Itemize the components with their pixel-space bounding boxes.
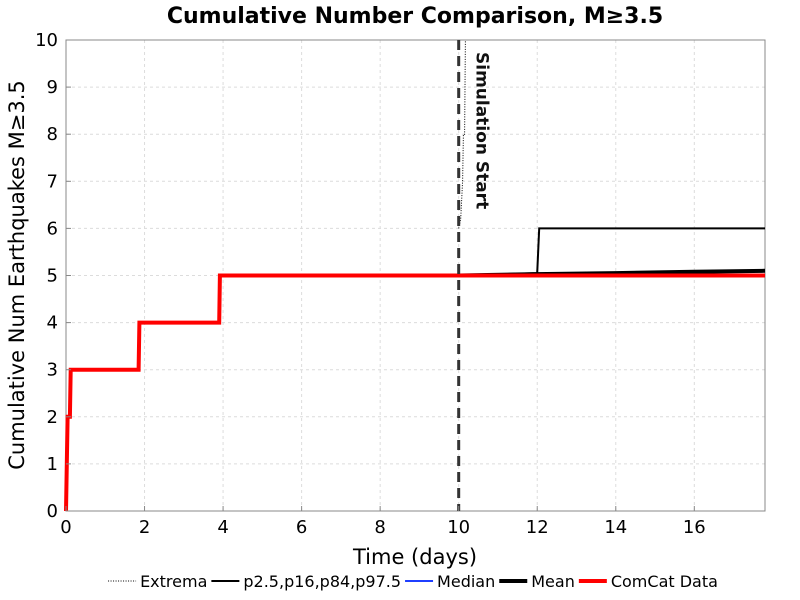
x-tick-label-3: 6 xyxy=(296,517,307,538)
x-axis-label: Time (days) xyxy=(352,545,477,569)
series-layer xyxy=(64,39,766,512)
y-tick-label-4: 4 xyxy=(47,313,58,334)
y-tick-label-3: 3 xyxy=(47,360,58,381)
y-tick-label-9: 9 xyxy=(47,77,58,98)
y-tick-label-8: 8 xyxy=(47,124,58,145)
legend-label-2: Median xyxy=(437,572,495,591)
y-tick-label-10: 10 xyxy=(35,30,58,51)
x-tick-label-1: 2 xyxy=(139,517,150,538)
y-axis-ticks: 0 1 2 3 4 5 6 7 8 9 10 xyxy=(35,30,71,522)
x-tick-label-4: 8 xyxy=(374,517,385,538)
x-tick-label-0: 0 xyxy=(60,517,71,538)
y-tick-label-0: 0 xyxy=(47,501,58,522)
y-axis-label: Cumulative Num Earthquakes M≥3.5 xyxy=(5,80,29,470)
chart-title: Cumulative Number Comparison, M≥3.5 xyxy=(167,4,663,29)
series-line-0 xyxy=(458,39,466,229)
x-tick-label-5: 10 xyxy=(447,517,470,538)
legend-label-1: p2.5,p16,p84,p97.5 xyxy=(243,572,401,591)
simulation-start-label: Simulation Start xyxy=(472,52,492,209)
x-tick-label-2: 4 xyxy=(217,517,228,538)
legend-label-4: ComCat Data xyxy=(611,572,718,591)
x-tick-label-8: 16 xyxy=(683,517,706,538)
x-tick-label-6: 12 xyxy=(526,517,549,538)
x-axis-ticks: 0 2 4 6 8 10 12 14 16 xyxy=(60,506,706,538)
y-tick-label-1: 1 xyxy=(47,454,58,475)
y-tick-label-7: 7 xyxy=(47,171,58,192)
grid-lines xyxy=(65,39,765,512)
legend: Extrema p2.5,p16,p84,p97.5 Median Mean ComCa… xyxy=(108,572,718,591)
y-tick-label-5: 5 xyxy=(47,266,58,287)
series-line-4 xyxy=(64,273,765,512)
legend-label-0: Extrema xyxy=(140,572,207,591)
y-tick-label-2: 2 xyxy=(47,407,58,428)
x-tick-label-7: 14 xyxy=(604,517,627,538)
y-tick-label-6: 6 xyxy=(47,218,58,239)
series-line-1 xyxy=(458,227,765,277)
legend-label-3: Mean xyxy=(531,572,575,591)
